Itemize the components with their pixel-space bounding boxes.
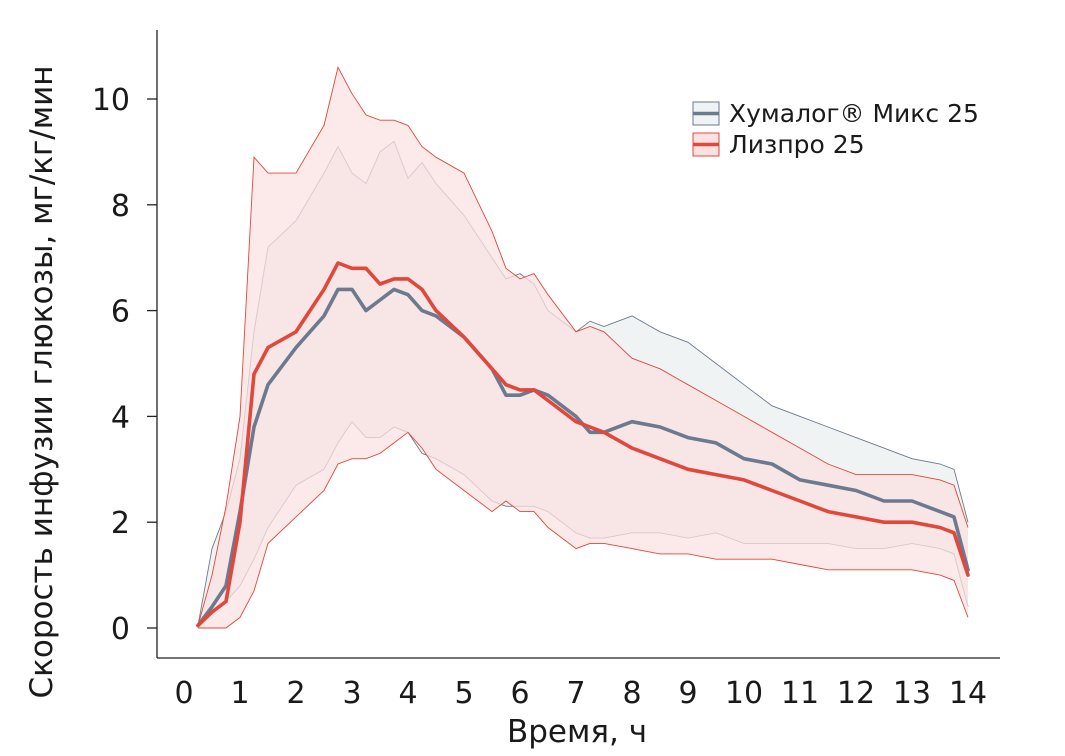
x-tick-label: 3: [342, 676, 361, 711]
legend-item-lispro: Лизпро 25: [692, 130, 865, 159]
mean-line-lispro: [196, 261, 970, 628]
legend: Хумалог® Микс 25 Лизпро 25: [692, 99, 979, 159]
y-axis-title: Скорость инфузии глюкозы, мг/кг/мин: [24, 65, 60, 698]
band-lower-lispro: [198, 431, 969, 629]
x-tick-label: 1: [230, 676, 249, 711]
x-tick-labels: 0 1 2 3 4 5 6 7 8 9 10 11 12 13 14: [174, 676, 987, 711]
x-tick-label: 13: [893, 676, 931, 711]
confidence-bands: [197, 66, 969, 629]
x-tick-label: 4: [398, 676, 417, 711]
legend-item-humalog: Хумалог® Микс 25: [692, 99, 979, 128]
x-tick-label: 11: [781, 676, 819, 711]
x-tick-label: 12: [837, 676, 875, 711]
y-tick-label: 4: [111, 400, 130, 435]
y-tick-label: 2: [111, 506, 130, 541]
mean-lines: [196, 261, 970, 628]
x-axis-title: Время, ч: [507, 714, 647, 750]
x-tick-label: 10: [725, 676, 763, 711]
x-tick-label: 6: [510, 676, 529, 711]
y-tick-label: 6: [111, 295, 130, 330]
legend-label-humalog: Хумалог® Микс 25: [729, 99, 979, 128]
y-tick-label: 8: [111, 189, 130, 224]
x-tick-label: 5: [454, 676, 473, 711]
x-tick-label: 0: [174, 676, 193, 711]
x-tick-label: 7: [566, 676, 585, 711]
x-tick-label: 9: [678, 676, 697, 711]
y-tick-label: 10: [92, 83, 130, 118]
axes: [156, 30, 1000, 659]
x-tick-label: 8: [622, 676, 641, 711]
band-area-lispro: [198, 67, 968, 629]
legend-label-lispro: Лизпро 25: [729, 130, 865, 159]
band-upper-lispro: [197, 66, 969, 626]
y-tick-label: 0: [111, 612, 130, 647]
mean-line-humalog: [196, 287, 970, 628]
y-tick-labels: 0 2 4 6 8 10: [92, 83, 157, 647]
x-tick-label: 2: [286, 676, 305, 711]
x-tick-label: 14: [949, 676, 987, 711]
